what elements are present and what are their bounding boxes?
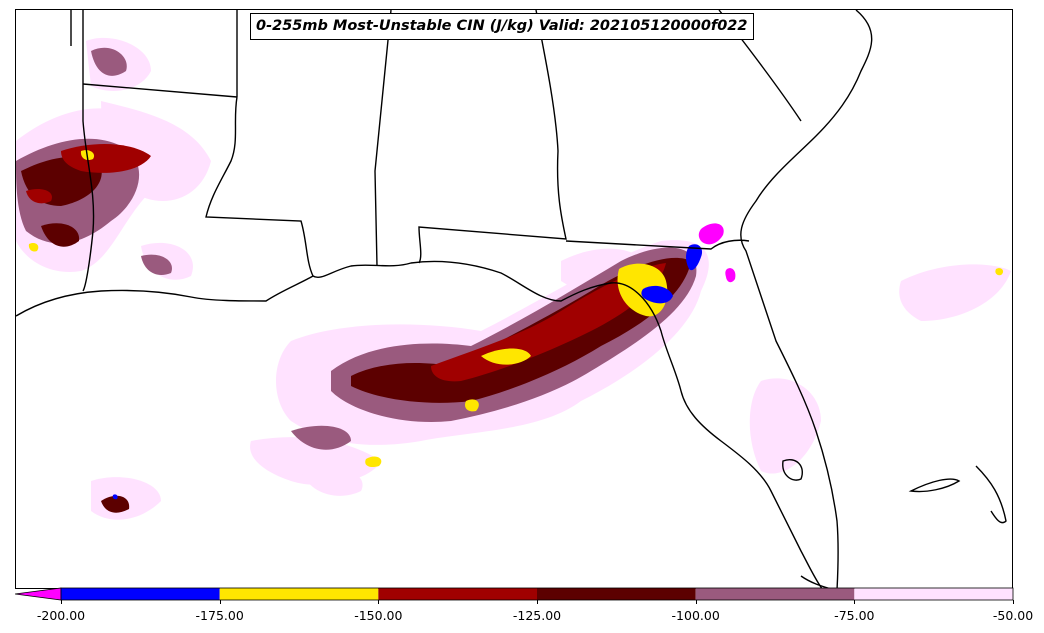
- coastline-gulf: [16, 260, 823, 588]
- colorbar-tick-mark: [219, 600, 221, 604]
- colorbar-tick-label: -100.00: [671, 608, 720, 623]
- border-ms-al: [374, 10, 392, 267]
- colorbar: [15, 587, 1014, 601]
- colorbar-tick-label: -75.00: [834, 608, 875, 623]
- colorbar-extend-arrow: [15, 587, 62, 601]
- lake-okeechobee: [782, 459, 803, 481]
- map-title: 0-255mb Most-Unstable CIN (J/kg) Valid: …: [250, 13, 754, 40]
- cin-fill-red: [26, 144, 666, 382]
- border-al-ga: [418, 10, 567, 264]
- colorbar-tick-label: -50.00: [992, 608, 1034, 623]
- border-texas-louisiana: [82, 10, 95, 292]
- colorbar-tick-label: -175.00: [195, 608, 244, 623]
- colorbar-tick-label: -200.00: [36, 608, 86, 623]
- border-fl-ga: [565, 239, 750, 250]
- border-arkansas-louisiana: [82, 83, 238, 98]
- colorbar-tick-mark: [854, 600, 856, 604]
- colorbar-tick-mark: [1013, 600, 1014, 604]
- colorbar-bin: [695, 588, 855, 600]
- coastline-keys: [800, 575, 831, 588]
- colorbar-bin: [378, 588, 537, 600]
- cin-fill-magenta: [698, 223, 736, 283]
- cin-fill-light: [16, 37, 1011, 520]
- map-frame: [15, 9, 1013, 589]
- colorbar-tick-mark: [537, 600, 538, 604]
- colorbar-bin: [61, 588, 220, 600]
- cin-fill-blue: [112, 244, 703, 500]
- coastline-atlantic: [740, 10, 873, 588]
- map-canvas: [16, 10, 1011, 588]
- border-mississippi-river: [70, 10, 314, 277]
- colorbar-bin: [537, 588, 696, 600]
- colorbar-tick-mark: [695, 600, 697, 604]
- colorbar-tick-label: -125.00: [512, 608, 562, 623]
- bahamas: [908, 478, 961, 493]
- colorbar-bin: [854, 588, 1013, 600]
- bahamas-2: [975, 465, 1007, 524]
- colorbar-tick-label: -150.00: [354, 608, 403, 623]
- colorbar-tick-mark: [378, 600, 380, 604]
- colorbar-tick-mark: [61, 600, 62, 604]
- colorbar-bin: [219, 588, 379, 600]
- boundaries: [16, 10, 1007, 588]
